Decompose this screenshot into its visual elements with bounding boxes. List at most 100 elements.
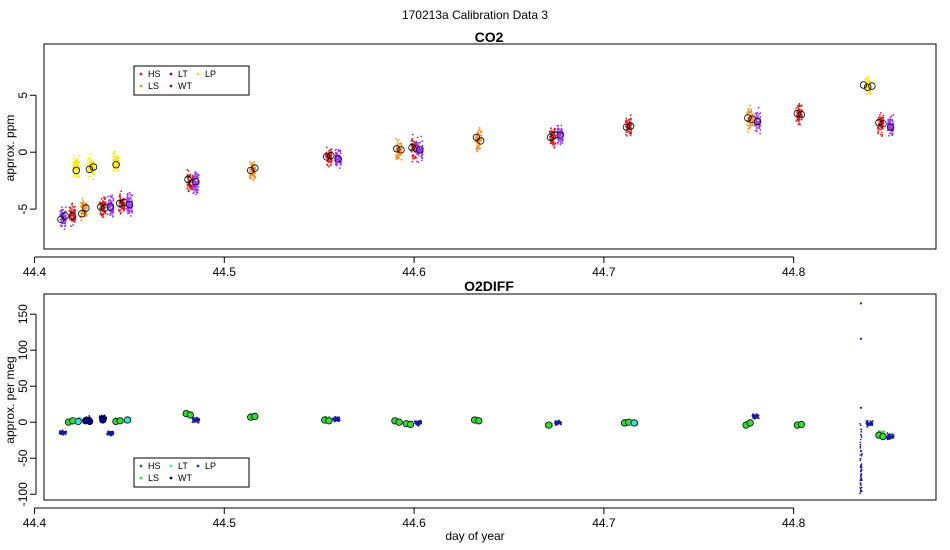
co2-data-point bbox=[399, 142, 402, 145]
co2-cluster bbox=[415, 135, 424, 164]
co2-data-point bbox=[72, 224, 74, 226]
co2-data-point bbox=[187, 189, 190, 191]
o2diff-outlier-point bbox=[860, 473, 863, 476]
co2-data-point bbox=[326, 160, 329, 163]
o2diff-cluster bbox=[332, 415, 341, 423]
co2-data-point bbox=[194, 171, 196, 173]
co2-data-point bbox=[755, 119, 757, 122]
co2-data-point bbox=[116, 159, 119, 162]
co2-cluster bbox=[859, 75, 876, 96]
co2-cluster bbox=[115, 190, 128, 215]
co2-data-point bbox=[129, 197, 132, 200]
o2diff-mean-marker bbox=[123, 416, 132, 424]
co2-data-point bbox=[396, 156, 399, 159]
co2-data-point bbox=[879, 114, 881, 116]
co2-data-point bbox=[877, 126, 879, 129]
co2-data-point bbox=[59, 218, 62, 221]
o2diff-mean-marker bbox=[630, 419, 638, 427]
co2-legend-hs: HS bbox=[148, 69, 161, 79]
co2-data-point bbox=[420, 135, 423, 138]
o2diff-data-point bbox=[418, 423, 421, 425]
o2diff-panel-title: O2DIFF bbox=[464, 278, 514, 294]
co2-data-point bbox=[85, 211, 88, 214]
o2diff-outlier-point bbox=[860, 424, 862, 427]
co2-data-point bbox=[89, 175, 91, 178]
o2diff-data-point bbox=[870, 421, 873, 424]
co2-data-point bbox=[252, 179, 255, 182]
co2-data-point bbox=[759, 129, 762, 131]
co2-data-point bbox=[398, 156, 400, 159]
co2-mean-marker bbox=[753, 117, 762, 126]
co2-x-tick-label: 44.6 bbox=[402, 265, 426, 279]
o2diff-y-axis: -100 -50 0 50 100 150 bbox=[16, 304, 37, 506]
co2-data-point bbox=[193, 186, 196, 189]
co2-data-point bbox=[64, 220, 67, 223]
co2-data-point bbox=[80, 202, 82, 204]
o2diff-data-point bbox=[335, 418, 337, 421]
o2diff-data-point bbox=[98, 415, 101, 417]
co2-data-point bbox=[117, 168, 120, 171]
co2-data-point bbox=[64, 221, 67, 224]
co2-data-point bbox=[78, 163, 80, 165]
co2-data-point bbox=[193, 191, 196, 193]
co2-data-point bbox=[112, 169, 115, 172]
co2-data-point bbox=[625, 119, 627, 122]
co2-data-point bbox=[418, 142, 420, 144]
co2-mean-marker bbox=[72, 166, 80, 175]
co2-data-point bbox=[61, 222, 63, 225]
co2-cluster bbox=[408, 133, 420, 163]
co2-data-point bbox=[475, 148, 478, 150]
co2-data-point bbox=[119, 193, 121, 195]
co2-data-point bbox=[251, 174, 254, 177]
co2-data-point bbox=[89, 153, 92, 156]
co2-data-point bbox=[118, 194, 121, 197]
o2diff-data-point bbox=[557, 420, 560, 422]
co2-cluster bbox=[556, 124, 565, 146]
co2-data-point bbox=[411, 155, 414, 158]
co2-data-point bbox=[193, 179, 196, 182]
o2diff-marks bbox=[58, 302, 895, 495]
co2-data-point bbox=[410, 151, 413, 153]
co2-data-point bbox=[757, 115, 760, 118]
co2-data-point bbox=[797, 106, 799, 108]
o2diff-mean-marker bbox=[186, 411, 194, 419]
co2-x-tick-label: 44.5 bbox=[213, 265, 237, 279]
co2-data-point bbox=[68, 206, 71, 209]
co2-data-point bbox=[62, 222, 65, 225]
co2-data-point bbox=[747, 107, 750, 110]
co2-data-point bbox=[196, 191, 199, 194]
co2-data-point bbox=[112, 155, 115, 158]
o2diff-cluster bbox=[106, 430, 115, 437]
co2-data-point bbox=[82, 200, 84, 202]
co2-data-point bbox=[882, 127, 884, 130]
co2-data-point bbox=[396, 140, 399, 143]
o2diff-data-point bbox=[61, 430, 64, 433]
co2-data-point bbox=[796, 118, 799, 120]
co2-data-point bbox=[104, 206, 107, 209]
co2-data-point bbox=[126, 204, 129, 207]
co2-mean-marker bbox=[416, 146, 424, 154]
co2-data-point bbox=[755, 113, 758, 116]
o2diff-y-axis-label: approx. per meg bbox=[3, 356, 17, 443]
o2diff-cluster bbox=[64, 417, 77, 426]
co2-data-point bbox=[338, 167, 341, 170]
co2-cluster bbox=[184, 168, 196, 193]
o2diff-cluster bbox=[865, 419, 874, 428]
o2diff-data-point bbox=[110, 432, 113, 434]
o2diff-y-tick-label: 50 bbox=[16, 379, 30, 393]
co2-data-point bbox=[253, 175, 256, 178]
co2-data-point bbox=[126, 212, 129, 215]
co2-data-point bbox=[112, 215, 114, 218]
co2-data-point bbox=[881, 118, 884, 120]
co2-data-point bbox=[880, 111, 882, 114]
co2-data-point bbox=[123, 207, 126, 210]
o2diff-data-point bbox=[64, 433, 67, 436]
co2-data-point bbox=[99, 210, 102, 213]
co2-data-point bbox=[81, 203, 83, 206]
co2-data-point bbox=[326, 164, 329, 167]
co2-data-point bbox=[71, 205, 74, 208]
co2-data-point bbox=[130, 203, 133, 206]
o2diff-data-point bbox=[753, 417, 756, 420]
co2-data-point bbox=[130, 199, 133, 201]
co2-data-point bbox=[889, 116, 892, 119]
